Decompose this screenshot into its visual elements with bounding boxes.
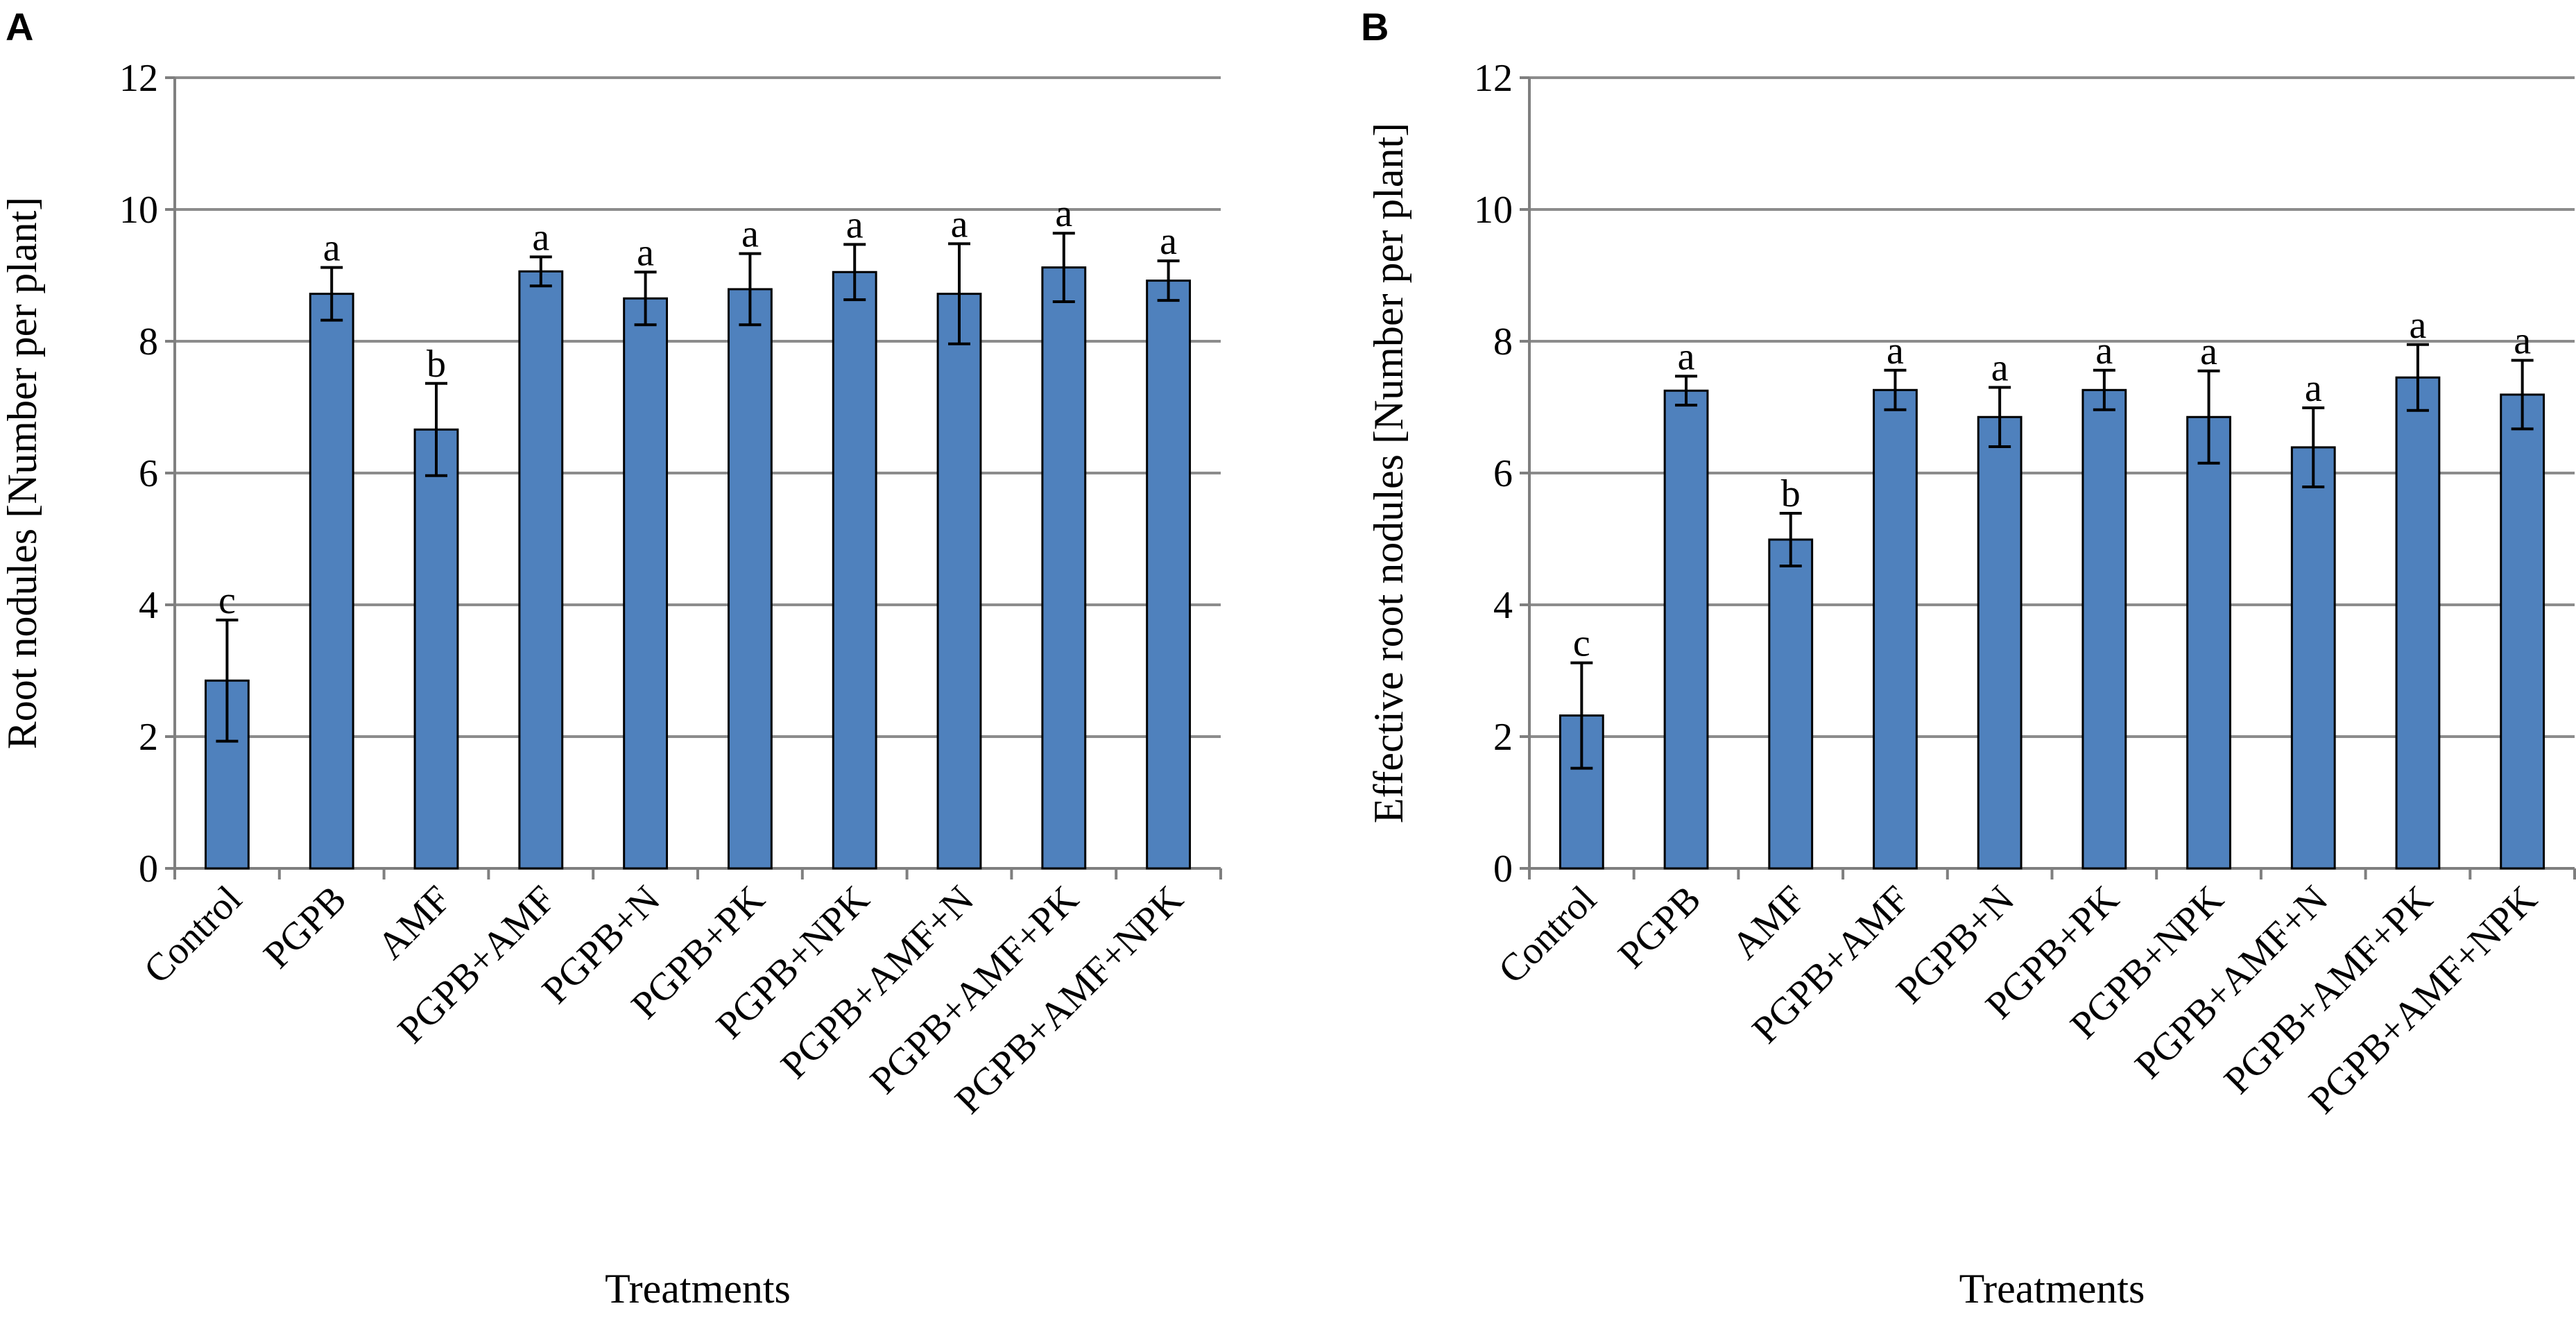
category-label: PGPB [1610, 877, 1709, 977]
bar [1977, 415, 2023, 870]
significance-label: b [1781, 472, 1801, 515]
panel-letter: A [6, 5, 33, 49]
significance-label: a [2410, 304, 2427, 347]
significance-label: a [2514, 320, 2531, 363]
y-tick-label: 8 [139, 320, 158, 363]
panel-letter: B [1361, 5, 1389, 49]
y-tick-label: 2 [1493, 716, 1513, 759]
y-axis-title: Root nodules [Number per plant] [0, 197, 45, 750]
significance-label: a [1887, 329, 1904, 372]
bar [1146, 280, 1192, 870]
y-tick-label: 10 [1474, 189, 1513, 232]
significance-label: a [1678, 335, 1695, 378]
significance-label: a [1160, 220, 1177, 263]
significance-label: a [2200, 330, 2217, 373]
x-axis-title: Treatments [605, 1266, 791, 1312]
bar [2500, 393, 2545, 870]
significance-label: a [2095, 329, 2113, 372]
bar [518, 270, 564, 870]
bar [2395, 376, 2441, 870]
significance-label: b [427, 343, 446, 386]
y-tick-label: 6 [1493, 452, 1513, 495]
bar [1873, 388, 1918, 870]
bar [1041, 266, 1087, 870]
y-tick-label: 12 [1474, 57, 1513, 100]
category-label: PGPB [255, 877, 354, 977]
significance-label: a [2305, 367, 2322, 410]
bar [936, 293, 982, 870]
category-label: AMF [370, 877, 460, 968]
bar [623, 297, 669, 870]
bar [413, 428, 459, 870]
significance-label: a [741, 213, 759, 256]
significance-label: a [1055, 192, 1072, 235]
bar [832, 271, 877, 870]
y-tick-label: 2 [139, 716, 158, 759]
category-label: Control [136, 877, 250, 992]
significance-label: c [218, 579, 236, 622]
y-tick-label: 0 [139, 848, 158, 891]
bar [2186, 415, 2231, 870]
category-label: Control [1491, 877, 1605, 992]
significance-label: a [846, 203, 864, 246]
y-tick-label: 0 [1493, 848, 1513, 891]
category-label: AMF [1724, 877, 1814, 968]
significance-label: a [1991, 347, 2009, 390]
bar [2081, 388, 2127, 870]
y-tick-label: 8 [1493, 320, 1513, 363]
panel-a: A024681012cControlaPGPBbAMFaPGPB+AMFaPGP… [0, 5, 1222, 1312]
y-tick-label: 4 [1493, 584, 1513, 627]
significance-label: a [637, 231, 654, 274]
significance-label: a [532, 216, 549, 259]
bar [1663, 389, 1709, 870]
significance-label: a [323, 227, 341, 270]
bar [309, 293, 354, 870]
panel-b: B024681012cControlaPGPBbAMFaPGPB+AMFaPGP… [1361, 5, 2576, 1312]
y-tick-label: 6 [139, 452, 158, 495]
y-tick-label: 10 [119, 189, 158, 232]
bar [727, 288, 773, 870]
y-tick-label: 12 [119, 57, 158, 100]
y-axis-title: Effective root nodules [Number per plant… [1366, 123, 1411, 823]
x-axis-title: Treatments [1959, 1266, 2145, 1312]
significance-label: c [1573, 622, 1590, 665]
significance-label: a [951, 203, 968, 246]
bar [2290, 446, 2336, 870]
bar [1768, 538, 1814, 870]
y-tick-label: 4 [139, 584, 158, 627]
